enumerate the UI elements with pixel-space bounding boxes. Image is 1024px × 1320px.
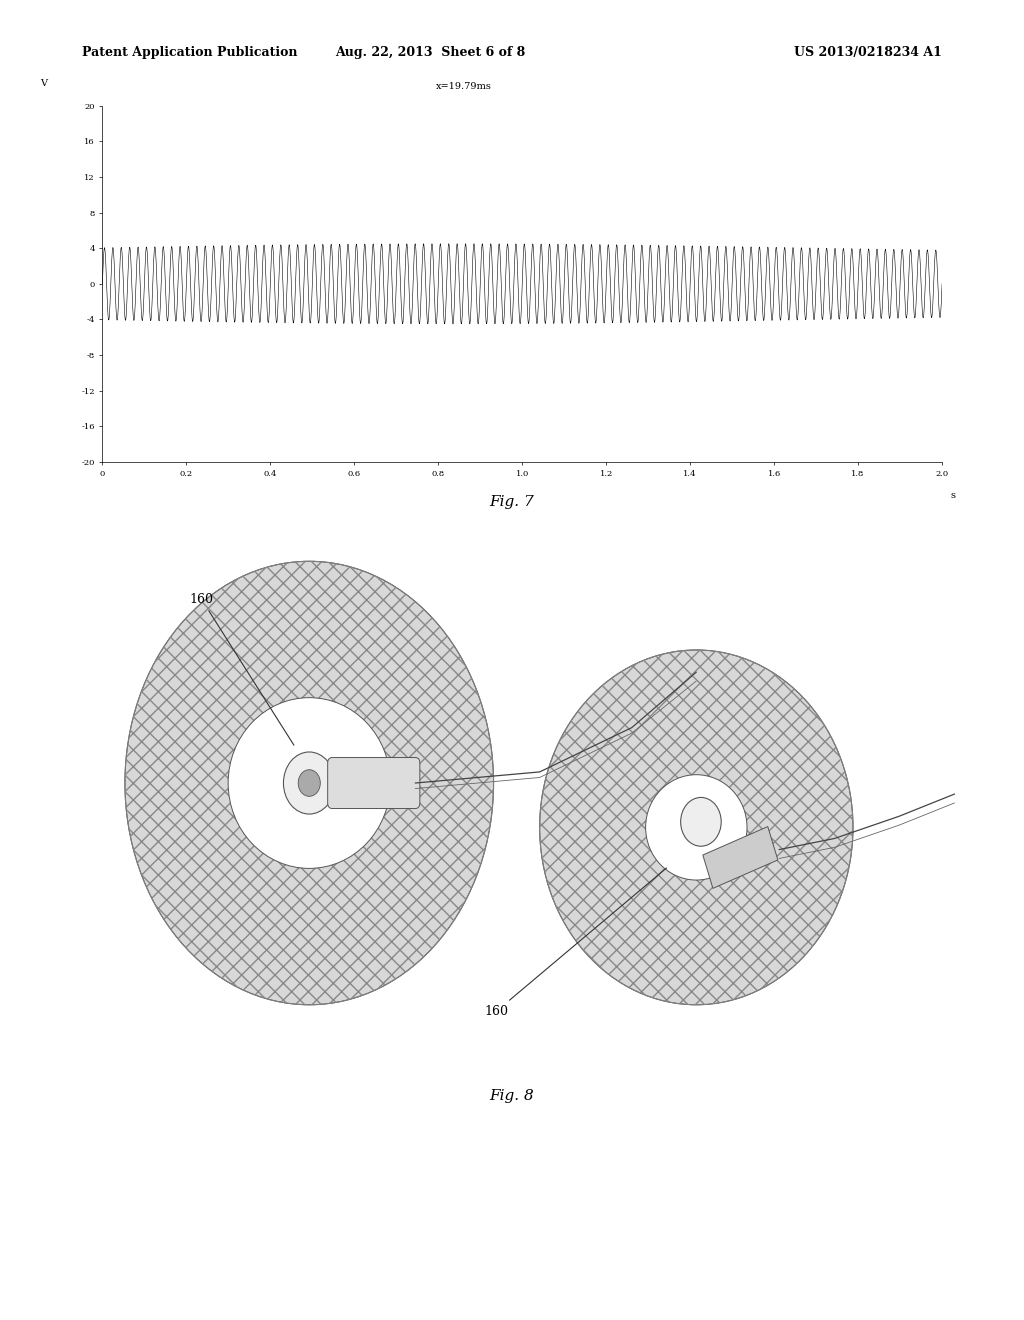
Text: 160: 160	[189, 593, 294, 746]
Text: Fig. 8: Fig. 8	[489, 1089, 535, 1104]
Text: 160: 160	[484, 869, 667, 1018]
Ellipse shape	[540, 649, 853, 1005]
Text: V: V	[40, 79, 47, 87]
Text: Fig. 7: Fig. 7	[489, 495, 535, 510]
Text: x=19.79ms: x=19.79ms	[435, 82, 492, 91]
Text: US 2013/0218234 A1: US 2013/0218234 A1	[795, 46, 942, 59]
Circle shape	[298, 770, 321, 796]
Ellipse shape	[646, 775, 748, 880]
FancyBboxPatch shape	[328, 758, 420, 809]
Text: Aug. 22, 2013  Sheet 6 of 8: Aug. 22, 2013 Sheet 6 of 8	[335, 46, 525, 59]
Ellipse shape	[228, 698, 390, 869]
Polygon shape	[702, 826, 778, 888]
Circle shape	[125, 561, 494, 1005]
Circle shape	[284, 752, 335, 814]
Text: Patent Application Publication: Patent Application Publication	[82, 46, 297, 59]
Circle shape	[681, 797, 721, 846]
Text: s: s	[950, 491, 955, 499]
